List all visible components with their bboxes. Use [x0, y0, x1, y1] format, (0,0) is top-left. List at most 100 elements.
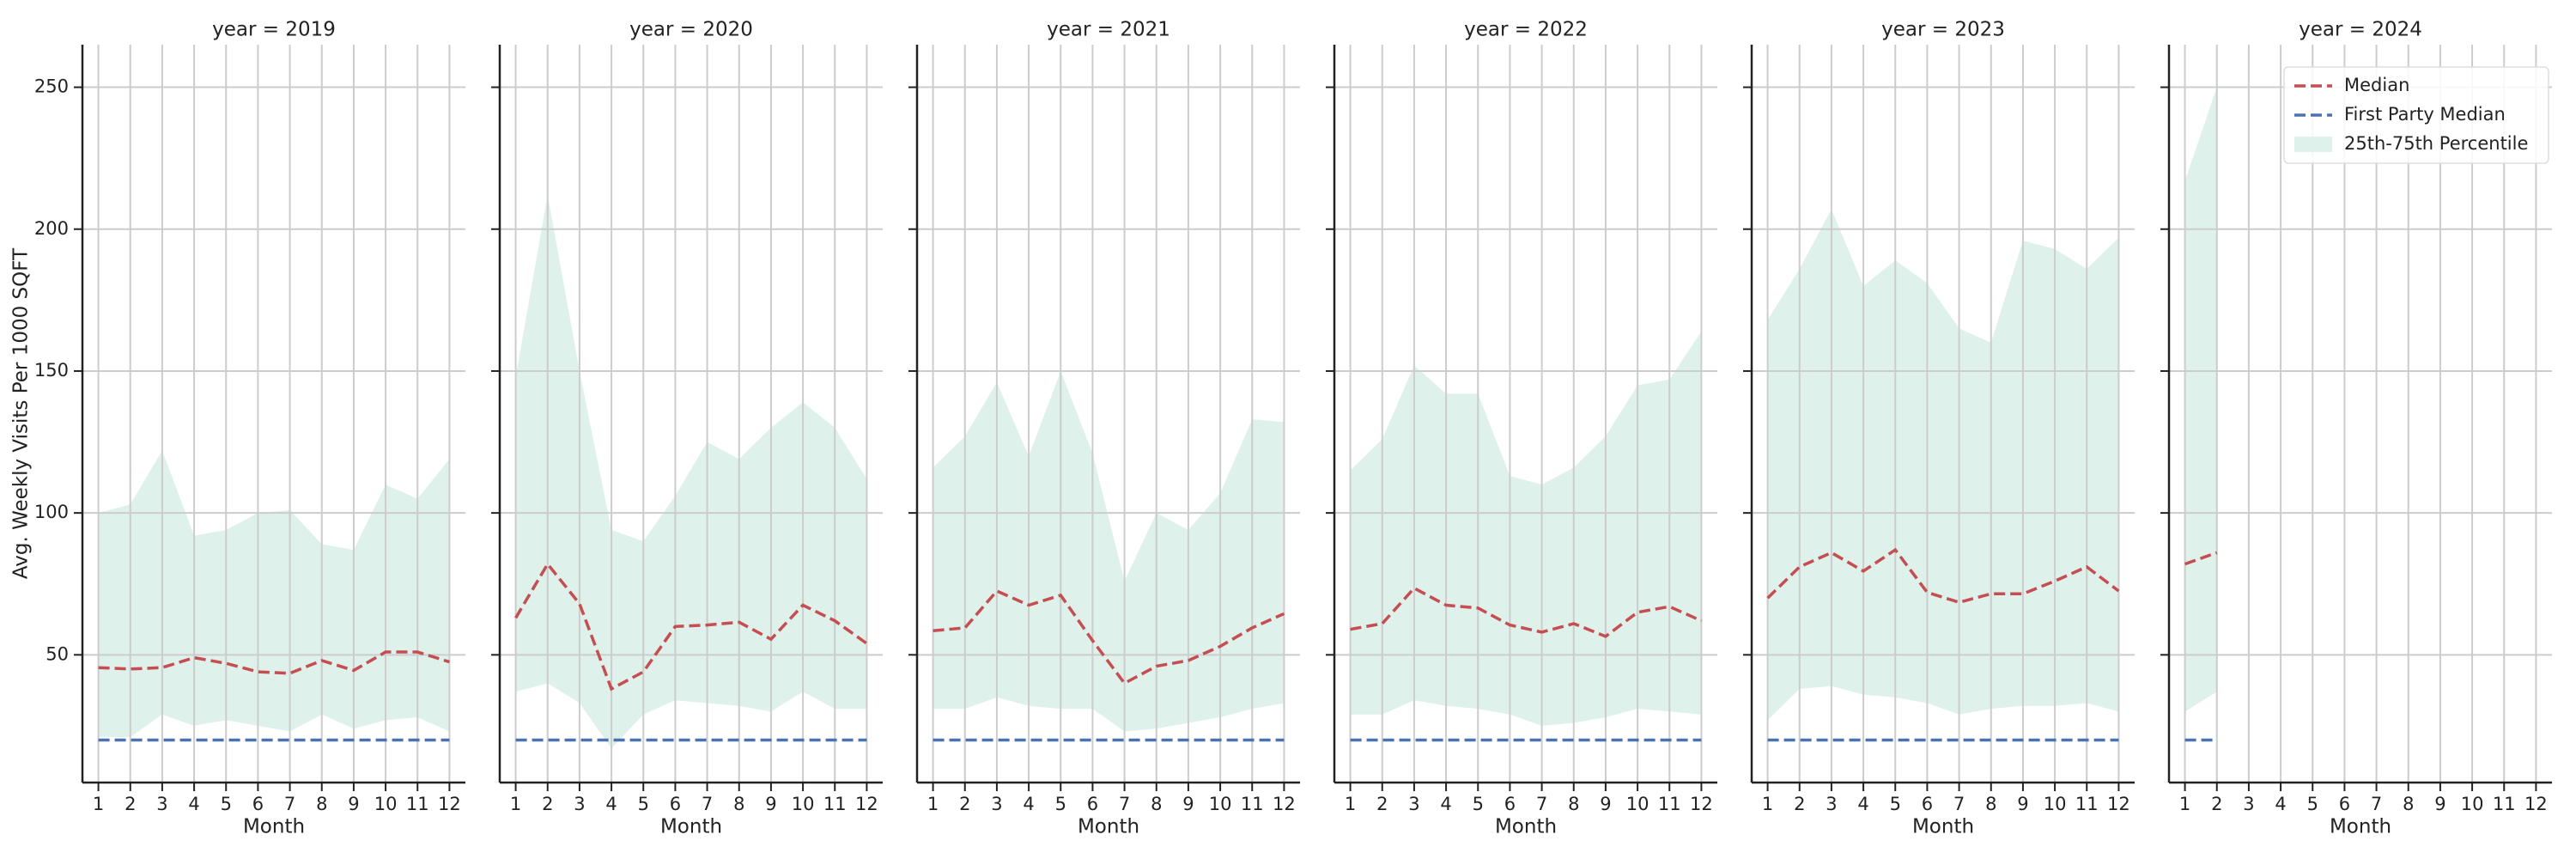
x-tick-label: 9	[2434, 794, 2445, 814]
median-line	[98, 650, 450, 675]
percentile-band	[98, 450, 450, 738]
x-tick-label: 4	[605, 794, 617, 814]
x-tick-label: 10	[2044, 794, 2067, 814]
legend-label: First Party Median	[2344, 104, 2506, 125]
x-tick-label: 11	[823, 794, 847, 814]
x-tick-label: 12	[1690, 794, 1713, 814]
x-tick-label: 12	[2107, 794, 2130, 814]
x-tick-label: 3	[1826, 794, 1837, 814]
x-tick-label: 2	[959, 794, 970, 814]
x-tick-label: 7	[284, 794, 295, 814]
x-tick-label: 3	[2243, 794, 2254, 814]
x-tick-label: 3	[574, 794, 585, 814]
x-tick-label: 4	[188, 794, 199, 814]
median-line	[2184, 551, 2218, 566]
x-tick-label: 10	[374, 794, 398, 814]
x-tick-label: 3	[1408, 794, 1419, 814]
x-tick-label: 6	[1504, 794, 1516, 814]
panel-title: year = 2023	[1881, 19, 2005, 41]
x-axis-label: Month	[660, 816, 722, 838]
x-tick-label: 2	[1794, 794, 1805, 814]
x-tick-label: 10	[2461, 794, 2484, 814]
median-line	[1350, 586, 1703, 638]
x-tick-label: 2	[125, 794, 136, 814]
x-tick-label: 1	[2179, 794, 2190, 814]
x-axis-label: Month	[243, 816, 305, 838]
x-tick-label: 1	[1762, 794, 1773, 814]
x-tick-label: 7	[1536, 794, 1547, 814]
x-tick-label: 4	[1023, 794, 1034, 814]
x-tick-label: 7	[1119, 794, 1130, 814]
x-axis-label: Month	[1495, 816, 1557, 838]
x-tick-label: 1	[93, 794, 104, 814]
x-tick-label: 5	[1890, 794, 1901, 814]
x-tick-label: 8	[1568, 794, 1579, 814]
median-line	[933, 588, 1285, 685]
x-tick-label: 1	[510, 794, 521, 814]
x-tick-label: 9	[1600, 794, 1611, 814]
x-tick-label: 12	[1273, 794, 1296, 814]
x-tick-label: 12	[2524, 794, 2548, 814]
percentile-band	[933, 370, 1285, 732]
y-tick-label: 250	[34, 76, 69, 97]
x-tick-label: 7	[2371, 794, 2382, 814]
percentile-band	[1350, 331, 1702, 726]
x-tick-label: 8	[316, 794, 327, 814]
x-tick-label: 5	[1055, 794, 1066, 814]
x-tick-label: 8	[1985, 794, 1996, 814]
x-tick-label: 5	[638, 794, 649, 814]
x-tick-label: 11	[1241, 794, 1264, 814]
x-tick-label: 9	[348, 794, 359, 814]
x-tick-label: 11	[2075, 794, 2099, 814]
x-tick-label: 9	[1182, 794, 1194, 814]
x-tick-label: 11	[2493, 794, 2516, 814]
x-tick-label: 5	[221, 794, 232, 814]
median-line	[1766, 547, 2120, 605]
x-tick-label: 7	[702, 794, 713, 814]
percentile-band	[515, 195, 867, 749]
x-tick-label: 12	[855, 794, 878, 814]
x-tick-label: 4	[2275, 794, 2286, 814]
percentile-band	[2184, 87, 2217, 712]
x-tick-label: 3	[156, 794, 167, 814]
legend-box	[2283, 66, 2549, 164]
panel-title: year = 2020	[629, 19, 753, 41]
x-tick-label: 10	[1626, 794, 1649, 814]
x-tick-label: 5	[2307, 794, 2318, 814]
y-tick-label: 150	[34, 360, 69, 381]
x-tick-label: 2	[2211, 794, 2222, 814]
x-tick-label: 8	[733, 794, 744, 814]
x-tick-label: 6	[1922, 794, 1933, 814]
x-tick-label: 6	[2339, 794, 2350, 814]
x-tick-label: 3	[991, 794, 1002, 814]
y-axis-label: Avg. Weekly Visits Per 1000 SQFT	[10, 247, 33, 579]
panel-title: year = 2022	[1464, 19, 1588, 41]
x-tick-label: 10	[1209, 794, 1232, 814]
legend-swatch	[2294, 137, 2332, 152]
x-tick-label: 9	[765, 794, 776, 814]
x-tick-label: 2	[1376, 794, 1388, 814]
x-tick-label: 9	[2017, 794, 2028, 814]
x-tick-label: 6	[670, 794, 681, 814]
x-tick-label: 6	[1087, 794, 1098, 814]
x-tick-label: 2	[542, 794, 553, 814]
x-axis-label: Month	[2330, 816, 2391, 838]
x-axis-label: Month	[1078, 816, 1139, 838]
y-tick-label: 200	[34, 218, 69, 239]
median-line	[514, 561, 868, 691]
panel-title: year = 2021	[1047, 19, 1170, 41]
legend-label: 25th-75th Percentile	[2344, 133, 2528, 154]
x-tick-label: 4	[1440, 794, 1451, 814]
percentile-band	[1767, 209, 2119, 721]
x-tick-label: 1	[1345, 794, 1356, 814]
y-tick-label: 100	[34, 502, 69, 522]
legend: Median First Party Median 25th-75th Percen…	[2283, 66, 2549, 164]
panel-title: year = 2019	[212, 19, 336, 41]
legend-label: Median	[2344, 75, 2409, 95]
x-tick-label: 7	[1953, 794, 1965, 814]
panel-title: year = 2024	[2299, 19, 2422, 41]
x-tick-label: 8	[2403, 794, 2414, 814]
x-axis-label: Month	[1912, 816, 1974, 838]
x-tick-label: 12	[438, 794, 461, 814]
